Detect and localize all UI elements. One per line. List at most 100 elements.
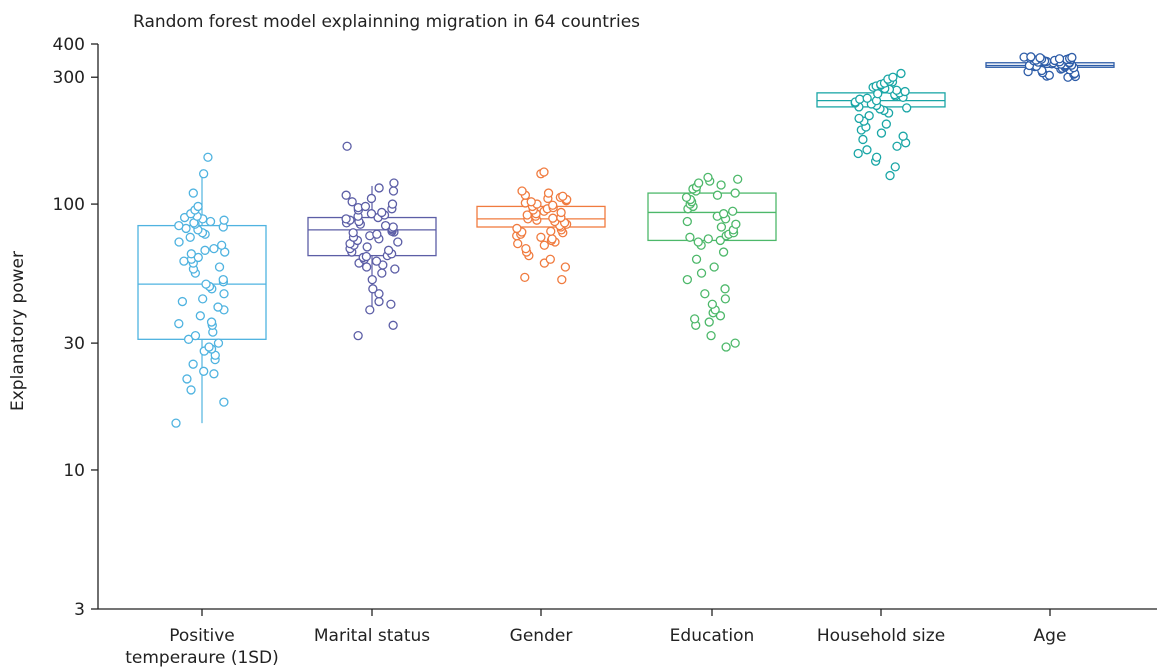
- y-tick-label: 3: [74, 600, 85, 620]
- data-point: [198, 294, 208, 304]
- data-point: [900, 86, 910, 97]
- data-point: [526, 197, 536, 207]
- data-point: [219, 397, 229, 407]
- data-point: [720, 294, 731, 304]
- data-point: [864, 111, 874, 121]
- data-point: [213, 302, 223, 312]
- data-point: [703, 172, 713, 183]
- data-point: [691, 254, 702, 264]
- data-point: [902, 103, 912, 113]
- data-point: [371, 256, 382, 266]
- y-tick-label: 400: [53, 35, 85, 55]
- data-point: [730, 188, 740, 198]
- data-point: [704, 317, 714, 327]
- data-point: [198, 169, 209, 179]
- data-point: [393, 237, 403, 247]
- data-point: [199, 366, 209, 376]
- data-point: [881, 119, 891, 129]
- data-point: [854, 113, 864, 124]
- series-group: [816, 68, 946, 181]
- data-point: [536, 232, 546, 242]
- data-point: [888, 72, 898, 82]
- data-point: [548, 200, 558, 210]
- category-label: Age: [1034, 626, 1067, 646]
- data-point: [872, 152, 882, 162]
- series-group: [476, 167, 606, 285]
- data-point: [342, 141, 352, 151]
- data-point: [195, 311, 205, 321]
- data-point: [558, 191, 568, 201]
- data-point: [706, 331, 716, 341]
- data-point: [682, 274, 693, 285]
- data-point: [716, 222, 727, 232]
- data-point: [390, 264, 400, 274]
- data-point: [388, 186, 399, 196]
- category-label: Positive temperaure (1SD): [125, 626, 279, 668]
- data-point: [186, 385, 196, 395]
- data-point: [209, 369, 219, 379]
- category-label-line: temperaure (1SD): [125, 648, 279, 668]
- data-point: [362, 242, 372, 252]
- data-point: [177, 296, 188, 307]
- data-point: [366, 193, 377, 204]
- data-point: [219, 289, 229, 299]
- data-point: [388, 222, 398, 232]
- data-point: [898, 131, 908, 141]
- box: [137, 224, 267, 340]
- data-point: [731, 219, 741, 229]
- data-point: [876, 128, 887, 138]
- data-point: [548, 213, 558, 223]
- data-point: [557, 274, 567, 285]
- data-point: [513, 238, 523, 249]
- data-point: [341, 190, 351, 200]
- data-point: [380, 220, 391, 231]
- data-point: [716, 180, 726, 190]
- chart-title: Random forest model explainning migratio…: [133, 12, 640, 32]
- data-point: [520, 272, 530, 283]
- category-label: Education: [670, 626, 755, 646]
- data-point: [203, 152, 213, 162]
- data-point: [188, 188, 198, 198]
- category-label: Marital status: [314, 626, 430, 646]
- data-point: [218, 274, 228, 285]
- data-point: [361, 262, 372, 272]
- series-group: [307, 141, 437, 341]
- data-point: [682, 216, 692, 227]
- data-point: [712, 190, 723, 200]
- data-point: [512, 223, 522, 234]
- data-point: [700, 289, 710, 299]
- y-tick-label: 30: [63, 334, 85, 354]
- data-point: [353, 331, 363, 341]
- data-point: [365, 305, 375, 315]
- y-tick-label: 100: [53, 195, 85, 215]
- data-point: [728, 206, 738, 216]
- data-point: [185, 232, 195, 242]
- data-point: [517, 186, 527, 196]
- category-label-line: Household size: [817, 626, 945, 646]
- data-point: [547, 234, 557, 244]
- data-point: [216, 240, 227, 250]
- data-point: [855, 94, 865, 104]
- data-point: [193, 201, 203, 212]
- data-point: [174, 319, 184, 329]
- series-group: [137, 152, 267, 428]
- data-point: [366, 209, 377, 219]
- y-tick-label: 300: [53, 68, 85, 88]
- data-point: [183, 334, 194, 344]
- data-point: [560, 262, 571, 272]
- data-point: [383, 245, 394, 255]
- data-point: [205, 216, 216, 227]
- data-point: [539, 167, 549, 177]
- data-point: [689, 314, 700, 324]
- data-point: [219, 215, 229, 225]
- data-point: [377, 268, 387, 278]
- data-point: [388, 320, 398, 330]
- series-group: [647, 172, 777, 352]
- plot-area: [137, 52, 1115, 428]
- data-point: [367, 274, 377, 285]
- data-point: [858, 134, 868, 145]
- data-point: [892, 141, 902, 151]
- data-point: [890, 162, 900, 172]
- data-point: [201, 279, 211, 289]
